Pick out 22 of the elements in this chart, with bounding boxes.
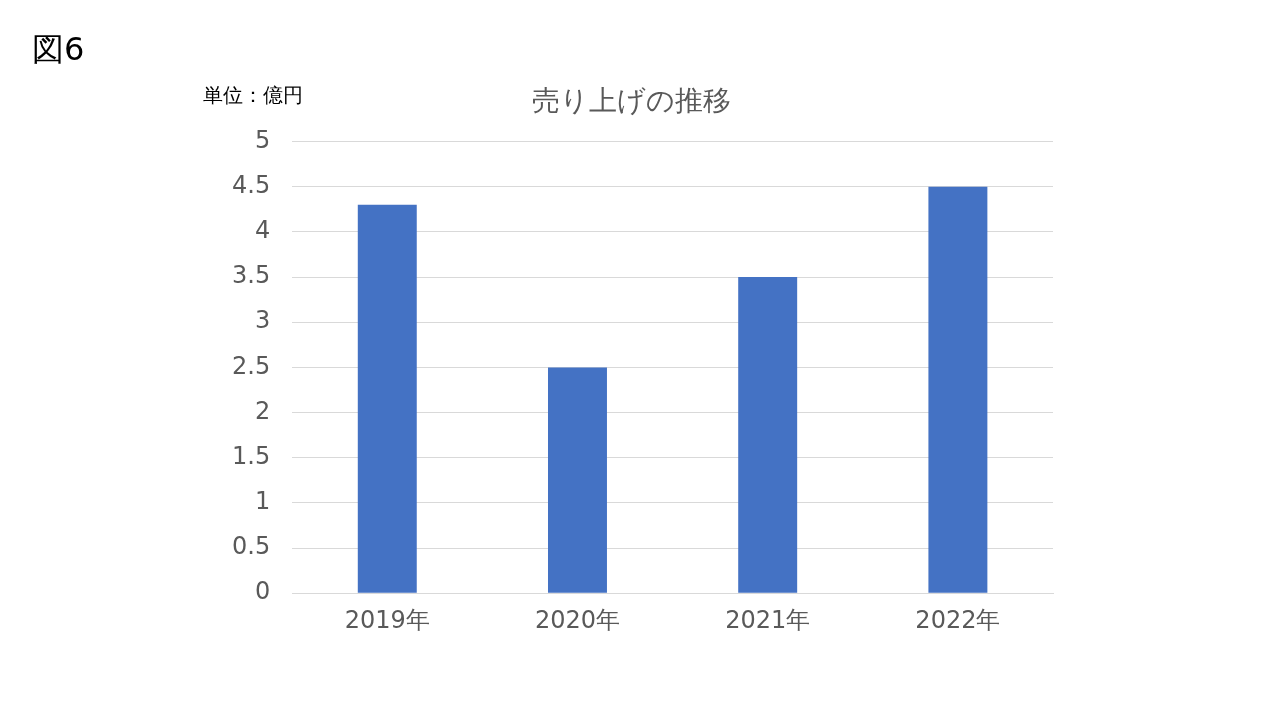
bar [357, 204, 417, 593]
x-tick-label: 2019年 [344, 605, 430, 634]
x-tick-label: 2020年 [534, 605, 621, 634]
chart-title: 売り上げの推移 [532, 84, 731, 118]
y-tick-label: 1.5 [232, 441, 271, 470]
y-tick-label: 1 [254, 487, 271, 516]
x-tick-label: 2022年 [915, 605, 1001, 634]
caption: 図6 [32, 30, 85, 69]
y-axis-title: 単位：億円 [203, 83, 303, 108]
y-tick-label: 0.5 [232, 532, 271, 561]
y-tick-label: 3.5 [232, 261, 271, 290]
bar [928, 186, 988, 593]
y-tick-label: 5 [254, 125, 271, 154]
bar [548, 367, 607, 593]
y-tick-label: 3 [254, 306, 271, 335]
y-tick-label: 2.5 [232, 351, 271, 380]
y-tick-label: 4 [254, 216, 271, 245]
y-tick-label: 0 [254, 577, 271, 606]
x-tick-label: 2021年 [725, 605, 811, 634]
bar [738, 277, 798, 593]
y-tick-label: 2 [254, 396, 271, 425]
y-tick-label: 4.5 [232, 170, 271, 199]
